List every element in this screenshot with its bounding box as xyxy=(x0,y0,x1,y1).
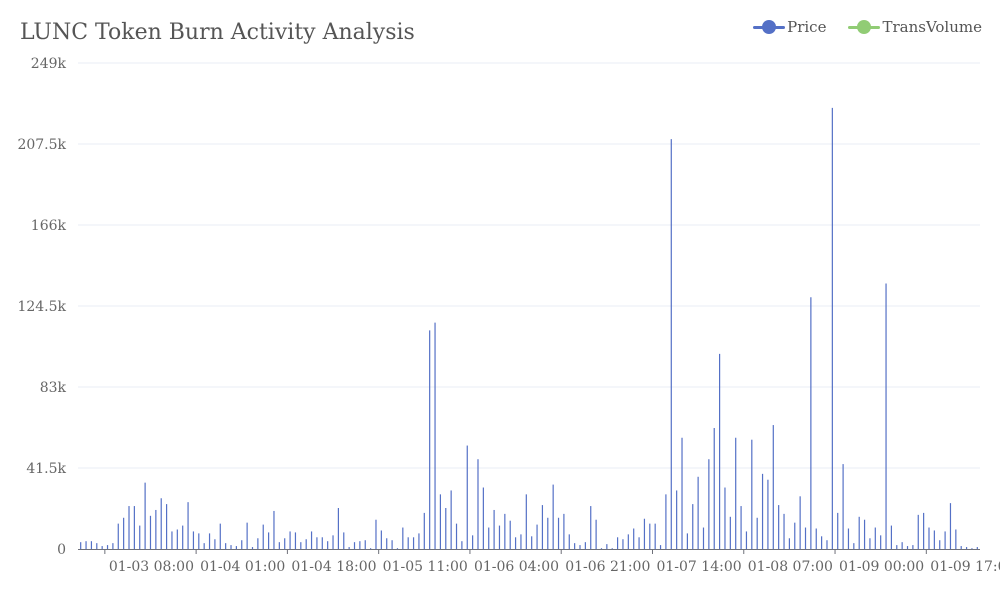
x-tick-label: 01-04 01:00 xyxy=(200,559,285,575)
y-tick-label: 83k xyxy=(40,380,67,396)
legend-item-transvolume[interactable]: TransVolume xyxy=(848,18,982,36)
x-tick-label: 01-09 00:00 xyxy=(839,559,924,575)
chart-title: LUNC Token Burn Activity Analysis xyxy=(20,20,415,45)
legend-swatch-price xyxy=(753,20,786,34)
x-tick-label: 01-08 07:00 xyxy=(748,559,833,575)
y-tick-label: 207.5k xyxy=(17,137,66,153)
legend-label-price: Price xyxy=(787,18,827,36)
y-tick-label: 249k xyxy=(31,56,67,72)
legend-swatch-transvolume xyxy=(848,20,881,34)
x-tick-label: 01-03 08:00 xyxy=(109,559,194,575)
legend-item-price[interactable]: Price xyxy=(753,18,826,36)
y-tick-label: 41.5k xyxy=(26,461,66,477)
y-tick-label: 166k xyxy=(31,218,67,234)
x-tick-label: 01-07 14:00 xyxy=(656,559,741,575)
x-tick-label: 01-06 21:00 xyxy=(565,559,650,575)
x-tick-label: 01-04 18:00 xyxy=(291,559,376,575)
legend-label-transvolume: TransVolume xyxy=(882,18,982,36)
x-tick-label: 01-05 11:00 xyxy=(383,559,468,575)
chart-legend[interactable]: Price TransVolume xyxy=(753,18,982,36)
x-tick-label: 01-06 04:00 xyxy=(474,559,559,575)
y-tick-label: 124.5k xyxy=(17,299,66,315)
y-tick-label: 0 xyxy=(57,542,66,558)
x-tick-label: 01-09 17:00 xyxy=(930,559,1000,575)
